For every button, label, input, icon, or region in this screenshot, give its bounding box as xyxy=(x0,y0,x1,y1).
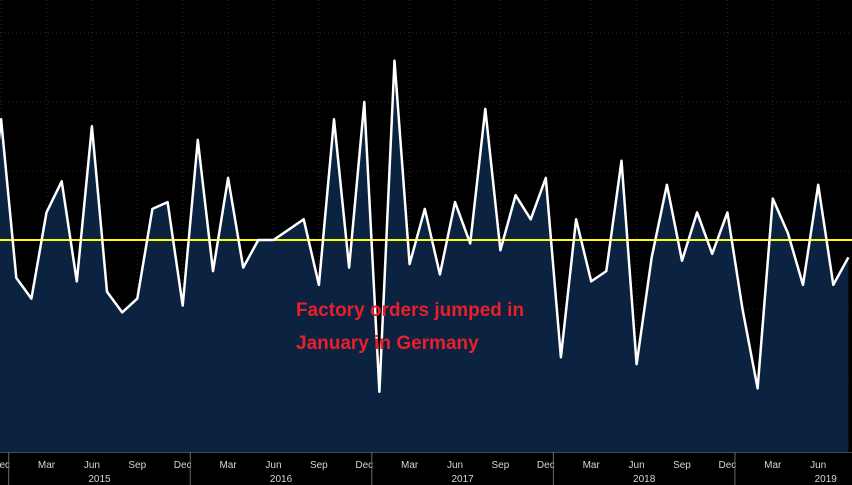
x-year-label: 2019 xyxy=(815,474,838,485)
area-fill xyxy=(0,60,849,452)
annotation-line-2: January in Germany xyxy=(296,333,479,354)
x-tick-label: Dec xyxy=(718,460,736,471)
x-tick-label: Mar xyxy=(38,460,56,471)
x-tick-label: Sep xyxy=(128,460,146,471)
x-year-label: 2017 xyxy=(451,474,474,485)
x-tick-label: Sep xyxy=(673,460,691,471)
x-tick-label: Jun xyxy=(810,460,826,471)
x-tick-label: Mar xyxy=(764,460,782,471)
x-tick-label: Sep xyxy=(310,460,328,471)
x-tick-label: Jun xyxy=(629,460,645,471)
x-tick-label: Sep xyxy=(492,460,510,471)
x-tick-label: Mar xyxy=(401,460,419,471)
x-tick-label: Mar xyxy=(583,460,601,471)
x-tick-label: Dec xyxy=(0,460,10,471)
x-year-label: 2018 xyxy=(633,474,656,485)
series-line xyxy=(0,59,850,394)
x-tick-label: Dec xyxy=(537,460,555,471)
x-axis-ticks: Dec Mar Jun Sep Dec Mar Jun Sep Dec Mar Jun Sep Dec M… xyxy=(0,460,826,471)
x-axis-years: 2015 2016 2017 2018 2019 xyxy=(8,452,838,485)
x-tick-label: Jun xyxy=(447,460,463,471)
x-tick-label: Jun xyxy=(265,460,281,471)
x-tick-label: Dec xyxy=(174,460,192,471)
x-year-label: 2015 xyxy=(88,474,111,485)
x-year-label: 2016 xyxy=(270,474,293,485)
annotation-line-1: Factory orders jumped in xyxy=(296,300,524,321)
x-tick-label: Dec xyxy=(355,460,373,471)
x-tick-label: Jun xyxy=(84,460,100,471)
x-tick-label: Mar xyxy=(219,460,237,471)
